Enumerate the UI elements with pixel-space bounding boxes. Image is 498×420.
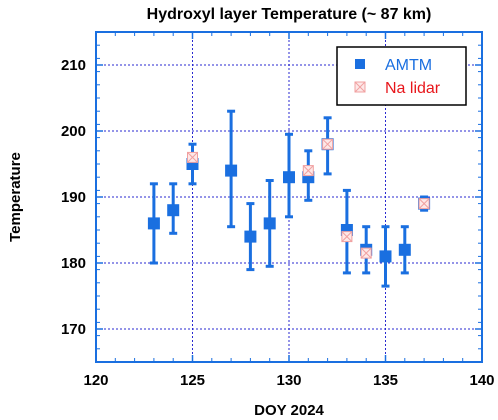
- chart-title: Hydroxyl layer Temperature (~ 87 km): [147, 6, 432, 23]
- na-lidar-point: [322, 138, 334, 150]
- legend-na-lidar-label: Na lidar: [385, 80, 441, 97]
- y-tick-label: 190: [61, 189, 86, 206]
- amtm-point: [244, 230, 257, 243]
- tick-labels: 120 125 130 135 140 170 180 190 200 210: [61, 57, 495, 389]
- na-lidar-marker-cross: [360, 247, 372, 259]
- x-tick-label: 125: [180, 372, 205, 389]
- na-lidar-point: [360, 247, 372, 259]
- amtm-point: [283, 171, 295, 184]
- legend: AMTM Na lidar: [336, 46, 467, 106]
- na-lidar-point: [187, 151, 198, 163]
- amtm-point: [398, 243, 411, 256]
- amtm-point: [225, 164, 238, 177]
- na-lidar-marker-cross: [302, 165, 314, 176]
- na-lidar-point: [302, 165, 314, 177]
- na-lidar-point: [418, 198, 430, 210]
- x-tick-label: 120: [83, 372, 108, 389]
- x-tick-label: 140: [469, 372, 494, 389]
- na-lidar-marker-cross: [341, 231, 353, 242]
- na-lidar-marker-cross: [322, 138, 333, 150]
- plot-frame: [95, 31, 483, 363]
- legend-amtm-marker: [355, 59, 365, 69]
- x-tick-label: 130: [276, 372, 301, 389]
- na-lidar-marker-cross: [418, 198, 430, 209]
- na-lidar-point: [341, 231, 353, 243]
- legend-amtm-label: AMTM: [385, 57, 432, 74]
- legend-na-lidar-marker: [354, 81, 366, 93]
- amtm-point: [167, 204, 180, 217]
- na-lidar-series: [187, 138, 430, 259]
- x-axis-label: DOY 2024: [254, 402, 324, 419]
- amtm-point: [379, 250, 392, 263]
- y-tick-label: 200: [61, 123, 86, 140]
- y-tick-label: 180: [61, 255, 86, 272]
- x-tick-label: 135: [373, 372, 398, 389]
- legend-box: [336, 46, 467, 106]
- na-lidar-marker-cross: [187, 152, 198, 163]
- amtm-point: [147, 217, 160, 230]
- y-tick-label: 170: [61, 321, 86, 338]
- y-tick-label: 210: [61, 57, 86, 74]
- y-axis-label: Temperature: [7, 152, 24, 242]
- amtm-point: [263, 217, 276, 230]
